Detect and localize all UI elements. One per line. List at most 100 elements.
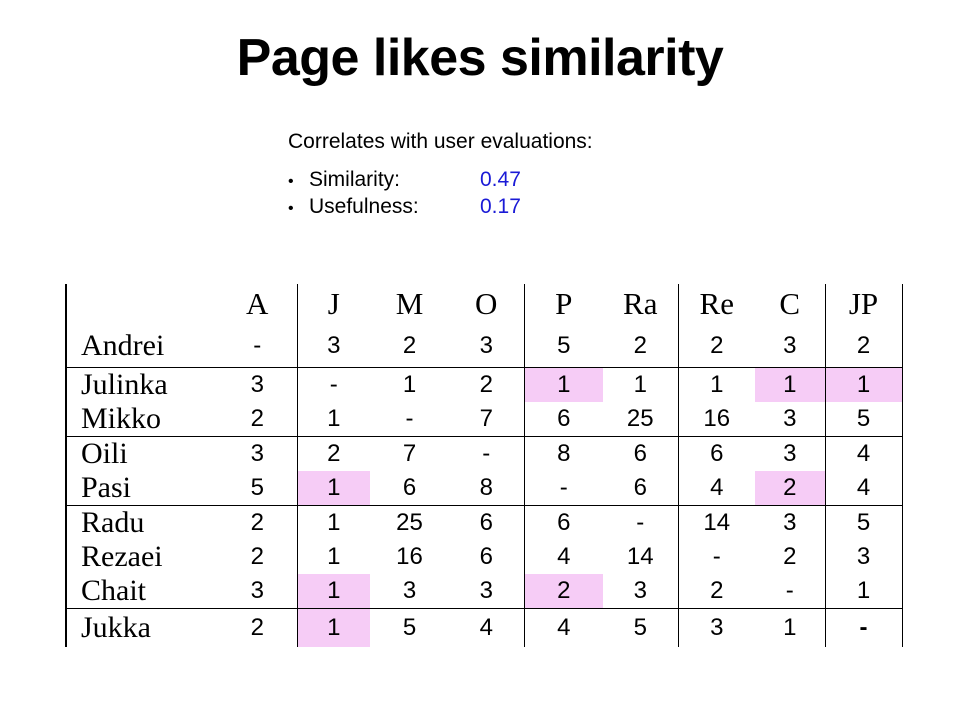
column-header-c: C [779, 286, 801, 321]
bullet-icon: • [288, 200, 294, 217]
correlation-notes: Correlates with user evaluations: • Simi… [288, 130, 593, 222]
table-cell: 5 [370, 608, 449, 647]
table-cell: 1 [296, 608, 370, 647]
table-row-jukka: Jukka 2 1 5 4 4 5 3 1- [65, 608, 903, 647]
table-cell: 2 [250, 543, 264, 570]
table-cell: - [523, 471, 603, 506]
column-header-re: Re [677, 284, 755, 324]
table-cell: 2 [783, 543, 797, 570]
column-header-o: O [475, 286, 498, 321]
row-name: Julinka [65, 367, 218, 402]
table-cell: 6 [523, 402, 603, 437]
table-cell: 3 [677, 608, 755, 647]
table-row-pasi: Pasi 5 1 6 8 - 6 4 2 4 [65, 471, 903, 506]
notes-item-usefulness: • Usefulness: 0.17 [288, 195, 593, 222]
table-cell: 3 [218, 367, 297, 402]
table-cell: 25 [370, 505, 449, 540]
table-row-julinka: Julinka 3-1 2 1 1 1 1 1 [65, 367, 903, 402]
table-cell: - [603, 505, 678, 540]
table-cell: 4 [523, 608, 603, 647]
table-row-chait: Chait 3 1 3 3 2 3 2 - 1 [65, 574, 903, 609]
page-title: Page likes similarity [236, 29, 724, 87]
table-cell: - [253, 331, 262, 359]
table-corner [65, 284, 218, 324]
table-cell: 4 [449, 608, 524, 647]
table-cell: 2 [296, 436, 370, 471]
table-cell: 2 [633, 331, 647, 359]
table-row-oili: Oili 3 2 7-8 6 6 3 4 [65, 436, 903, 471]
table-cell: 1 [296, 471, 370, 506]
table-cell: 5 [824, 402, 903, 437]
table-cell: 1 [523, 367, 603, 402]
table-cell: 3 [218, 436, 297, 471]
table-cell: 2 [523, 574, 603, 609]
table-cell: - [677, 540, 755, 574]
table-cell: 3 [250, 577, 264, 604]
table-cell: 1 [603, 367, 678, 402]
table-cell: 3 [296, 324, 370, 368]
notes-heading: Correlates with user evaluations: [288, 130, 593, 153]
table-cell: 1 [755, 608, 825, 647]
table-cell: 6 [449, 505, 524, 540]
table-cell: 7 [370, 436, 449, 471]
row-name: Radu [65, 505, 218, 540]
table-cell: 6 [677, 436, 755, 471]
table-cell: 4 [523, 540, 603, 574]
table-cell: 2 [677, 324, 755, 368]
table-cell: 14 [677, 505, 755, 540]
table-cell: 2 [402, 331, 417, 359]
table-cell: 3 [479, 577, 493, 604]
table-cell: 6 [402, 474, 417, 501]
table-cell: 4 [824, 436, 903, 471]
table-cell: 1 [296, 540, 370, 574]
table-cell: 14 [626, 543, 654, 570]
table-cell: 6 [479, 543, 493, 570]
table-cell: 6 [633, 474, 647, 501]
table-cell: 3 [755, 436, 825, 471]
similarity-table: A J M O P Ra Re C JP Andrei -3 2 3 5 2 2 3 2 Julinka 3-1 2 1 1… [65, 284, 903, 647]
column-header-j: J [296, 284, 370, 324]
row-name: Pasi [65, 471, 218, 506]
table-cell: 2 [218, 608, 297, 647]
table-cell: 2 [677, 574, 755, 609]
table-cell: 3 [479, 331, 493, 359]
table-cell: 16 [677, 402, 755, 437]
notes-item-label: Similarity: [309, 168, 401, 191]
table-cell: 1 [824, 367, 903, 402]
table-cell: 5 [523, 324, 603, 368]
table-cell: 16 [396, 543, 423, 570]
table-cell: 25 [626, 405, 654, 432]
row-name: Oili [65, 436, 218, 471]
table-cell: 3 [783, 331, 797, 359]
notes-item-label: Usefulness: [309, 195, 419, 218]
column-header-a: A [246, 286, 269, 321]
table-cell: - [824, 608, 903, 647]
table-cell: 8 [523, 436, 603, 471]
table-cell: 3 [783, 405, 797, 432]
table-cell: 3 [402, 577, 417, 604]
table-cell: 4 [824, 471, 903, 506]
notes-item-value: 0.47 [480, 168, 521, 191]
table-cell: 2 [449, 367, 524, 402]
table-cell: 4 [677, 471, 755, 506]
table-cell: 2 [824, 324, 903, 368]
table-cell: - [449, 436, 524, 471]
table-cell: - [296, 367, 370, 402]
table-cell: 6 [603, 436, 678, 471]
table-cell: 1 [755, 367, 825, 402]
table-row-mikko: Mikko 2 1 - 7 6 25 16 3 5 [65, 402, 903, 437]
table-cell: 6 [523, 505, 603, 540]
table-row-andrei: Andrei -3 2 3 5 2 2 3 2 [65, 324, 903, 368]
table-row-rezaei: Rezaei 2 1 16 6 4 14-2 3 [65, 540, 903, 574]
row-name: Jukka [65, 608, 218, 647]
notes-item-value: 0.17 [480, 195, 521, 218]
table-cell: 3 [633, 577, 647, 604]
table-cell: 5 [250, 474, 264, 501]
table-cell: 1 [370, 367, 449, 402]
column-header-jp: JP [824, 284, 903, 324]
table-cell: 8 [479, 474, 493, 501]
row-name: Mikko [65, 402, 218, 437]
table-cell: 3 [755, 505, 825, 540]
row-name: Chait [65, 574, 218, 609]
row-name: Rezaei [65, 540, 218, 574]
